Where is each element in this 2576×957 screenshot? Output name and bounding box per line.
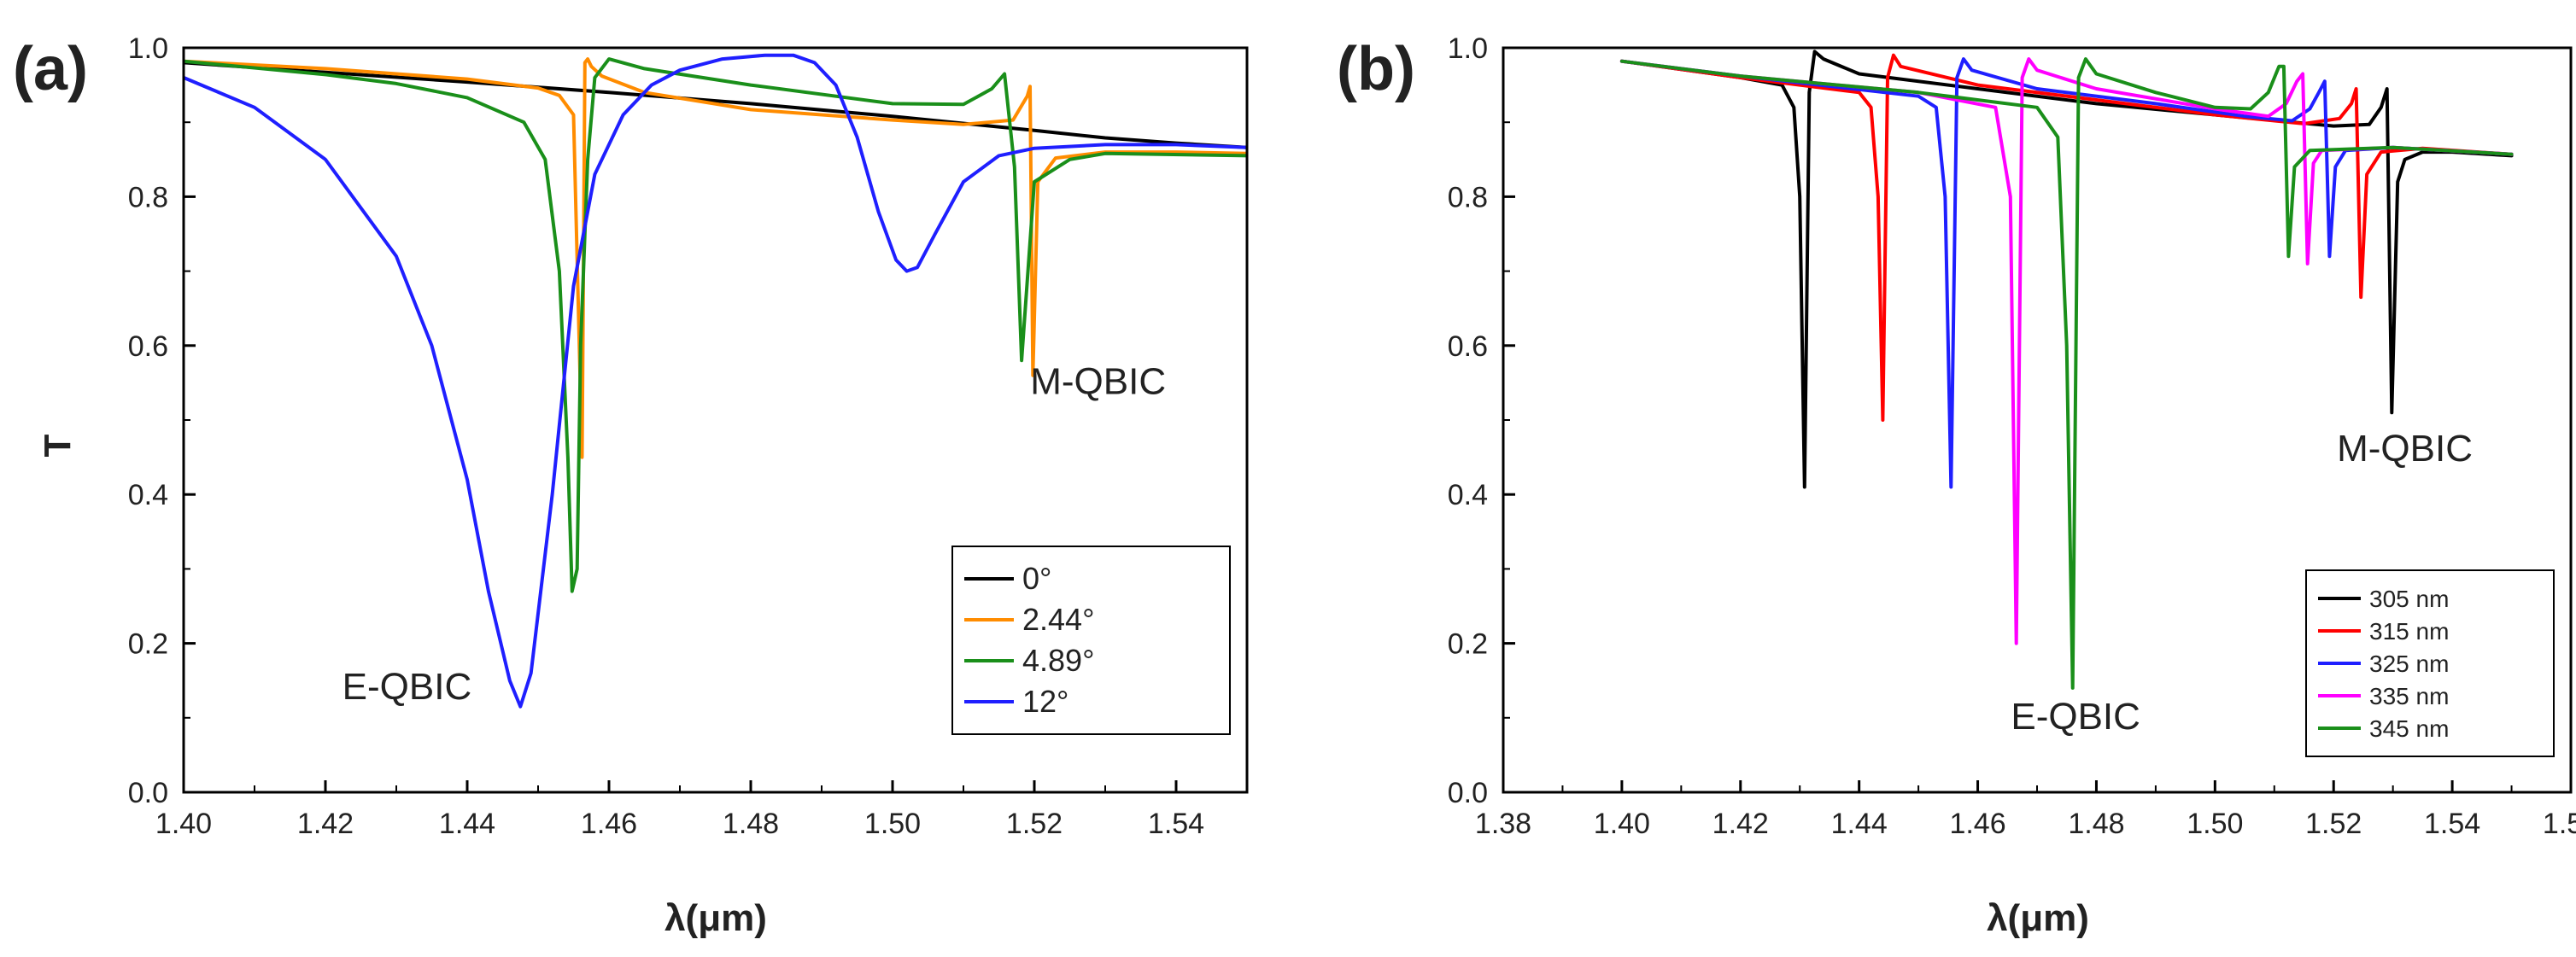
panel-b-series-line-4 [1619, 57, 2514, 690]
panel-a-x-tick-label-1: 1.42 [297, 808, 354, 840]
panel-a-series-group [184, 53, 1247, 709]
panel-b-series-line-2 [1619, 57, 2514, 489]
panel-a-y-tick-label-0: 0.0 [128, 777, 168, 809]
panel-b-x-tick-label-6: 1.50 [2187, 808, 2243, 840]
panel-b-x-tick-label-3: 1.44 [1831, 808, 1888, 840]
panel-a-y-tick-label-1: 0.2 [128, 628, 168, 661]
panel-b-legend-label-2: 325 nm [2369, 651, 2449, 677]
panel-a-legend: 0° 2.44° 4.89° 12° [951, 546, 1231, 735]
panel-a-y-tick-label-2: 0.4 [128, 479, 168, 511]
panel-b-x-tick-label-1: 1.40 [1594, 808, 1650, 840]
panel-b-x-tick-label-8: 1.54 [2424, 808, 2480, 840]
panel-b-y-tick-label-4: 0.8 [1448, 181, 1488, 213]
panel-a-x-tick-label-6: 1.52 [1006, 808, 1063, 840]
panel-a-x-tick-label-0: 1.40 [155, 808, 212, 840]
panel-b-legend-label-1: 315 nm [2369, 618, 2449, 645]
panel-b-x-axis-title: λ(μm) [1987, 897, 2089, 939]
panel-b-y-tick-label-3: 0.6 [1448, 330, 1488, 363]
panel-a-x-tick-label-7: 1.54 [1148, 808, 1204, 840]
panel-b-series-line-1 [1619, 53, 2514, 422]
panel-a-y-axis-title: T [37, 434, 79, 457]
panel-a-label: (a) [13, 35, 88, 103]
panel-a-legend-label-0: 0° [1022, 561, 1051, 596]
panel-b-y-tick-label-1: 0.2 [1448, 628, 1488, 661]
panel-b-series-group [1619, 50, 2514, 690]
panel-b-x-tick-label-0: 1.38 [1475, 808, 1531, 840]
panel-a-legend-label-3: 12° [1022, 684, 1068, 719]
panel-b-legend-label-4: 345 nm [2369, 715, 2449, 742]
panel-b-x-tick-label-7: 1.52 [2305, 808, 2362, 840]
panel-a-x-tick-label-5: 1.50 [864, 808, 921, 840]
panel-a-legend-label-1: 2.44° [1022, 602, 1094, 637]
panel-b-plot-area: 1.38 1.40 1.42 1.44 1.46 1.48 1.50 1.52 1.54 1.56… [1448, 32, 2576, 840]
panel-b-annotation-m-qbic: M-QBIC [2337, 428, 2473, 470]
panel-a-plot-area: 1.40 1.42 1.44 1.46 1.48 1.50 1.52 1.54 0.0 0.2 0.… [128, 32, 1249, 840]
panel-b-y-tick-label-2: 0.4 [1448, 479, 1488, 511]
panel-b-y-tick-label-0: 0.0 [1448, 777, 1488, 809]
panel-a-annotation-e-qbic: E-QBIC [342, 666, 472, 708]
panel-b-legend: 305 nm 315 nm 325 nm 335 nm 345 nm [2305, 569, 2555, 757]
panel-a-x-axis-title: λ(μm) [664, 897, 767, 939]
panel-a-series-line-2 [184, 57, 1247, 593]
panel-b-series-line-3 [1619, 57, 2514, 645]
panel-b-series-line-0 [1619, 50, 2514, 489]
panel-b-legend-label-0: 305 nm [2369, 586, 2449, 612]
panel-b-y-tick-label-5: 1.0 [1448, 32, 1488, 65]
panel-b-annotation-e-qbic: E-QBIC [2011, 696, 2140, 738]
panel-a-legend-label-2: 4.89° [1022, 643, 1094, 678]
panel-b: (b) λ(μm) 1.38 1.40 1.42 1.44 1.46 1.48 1.50 1.… [1337, 32, 2576, 939]
panel-a-legend-box [951, 546, 1231, 735]
panel-a-y-tick-label-3: 0.6 [128, 330, 168, 363]
panel-a-x-tick-label-2: 1.44 [439, 808, 495, 840]
panel-b-x-tick-label-9: 1.56 [2543, 808, 2576, 840]
panel-a-y-tick-label-4: 0.8 [128, 181, 168, 213]
panel-a-series-line-0 [184, 61, 1247, 149]
panel-a-x-tick-label-3: 1.46 [581, 808, 637, 840]
panel-b-x-tick-label-5: 1.48 [2068, 808, 2124, 840]
panel-a-y-tick-label-5: 1.0 [128, 32, 168, 65]
panel-a: (a) T λ(μm) 1.40 1.42 1.44 1.46 1.48 1.50 1.52… [13, 32, 1249, 939]
panel-b-legend-label-3: 335 nm [2369, 683, 2449, 709]
panel-b-x-tick-label-2: 1.42 [1712, 808, 1769, 840]
panel-a-x-tick-label-4: 1.48 [723, 808, 779, 840]
panel-a-series-line-3 [184, 53, 1247, 709]
panel-b-x-tick-label-4: 1.46 [1949, 808, 2005, 840]
panel-a-annotation-m-qbic: M-QBIC [1030, 360, 1166, 402]
panel-b-label: (b) [1337, 35, 1415, 103]
